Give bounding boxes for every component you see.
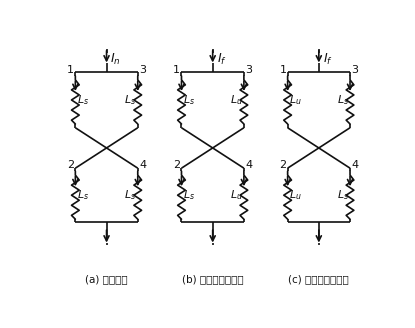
Text: $L_s$: $L_s$ [124,188,137,202]
Text: $L_s$: $L_s$ [183,188,195,202]
Text: 1: 1 [279,65,286,75]
Text: $I_n$: $I_n$ [110,51,121,67]
Text: 4: 4 [245,160,252,170]
Text: $L_s$: $L_s$ [337,93,349,107]
Text: $L_s$: $L_s$ [183,93,195,107]
Text: 2: 2 [279,160,286,170]
Text: $L_s$: $L_s$ [124,93,137,107]
Text: $I_f$: $I_f$ [217,51,227,67]
Text: 3: 3 [245,65,252,75]
Text: $L_u$: $L_u$ [289,93,302,107]
Text: 1: 1 [173,65,180,75]
Text: (c) 故障电流负半周: (c) 故障电流负半周 [288,274,349,284]
Text: $L_u$: $L_u$ [230,188,243,202]
Text: $L_s$: $L_s$ [77,188,89,202]
Text: 4: 4 [352,160,359,170]
Text: 4: 4 [139,160,146,170]
Text: $L_s$: $L_s$ [337,188,349,202]
Text: (a) 正常运行: (a) 正常运行 [85,274,128,284]
Text: $I_f$: $I_f$ [323,51,332,67]
Text: 2: 2 [173,160,180,170]
Text: $L_u$: $L_u$ [230,93,243,107]
Text: (b) 故障电流正半周: (b) 故障电流正半周 [182,274,244,284]
Text: $L_u$: $L_u$ [289,188,302,202]
Text: $L_s$: $L_s$ [77,93,89,107]
Text: 2: 2 [67,160,74,170]
Text: 3: 3 [139,65,146,75]
Text: 1: 1 [67,65,74,75]
Text: 3: 3 [352,65,358,75]
